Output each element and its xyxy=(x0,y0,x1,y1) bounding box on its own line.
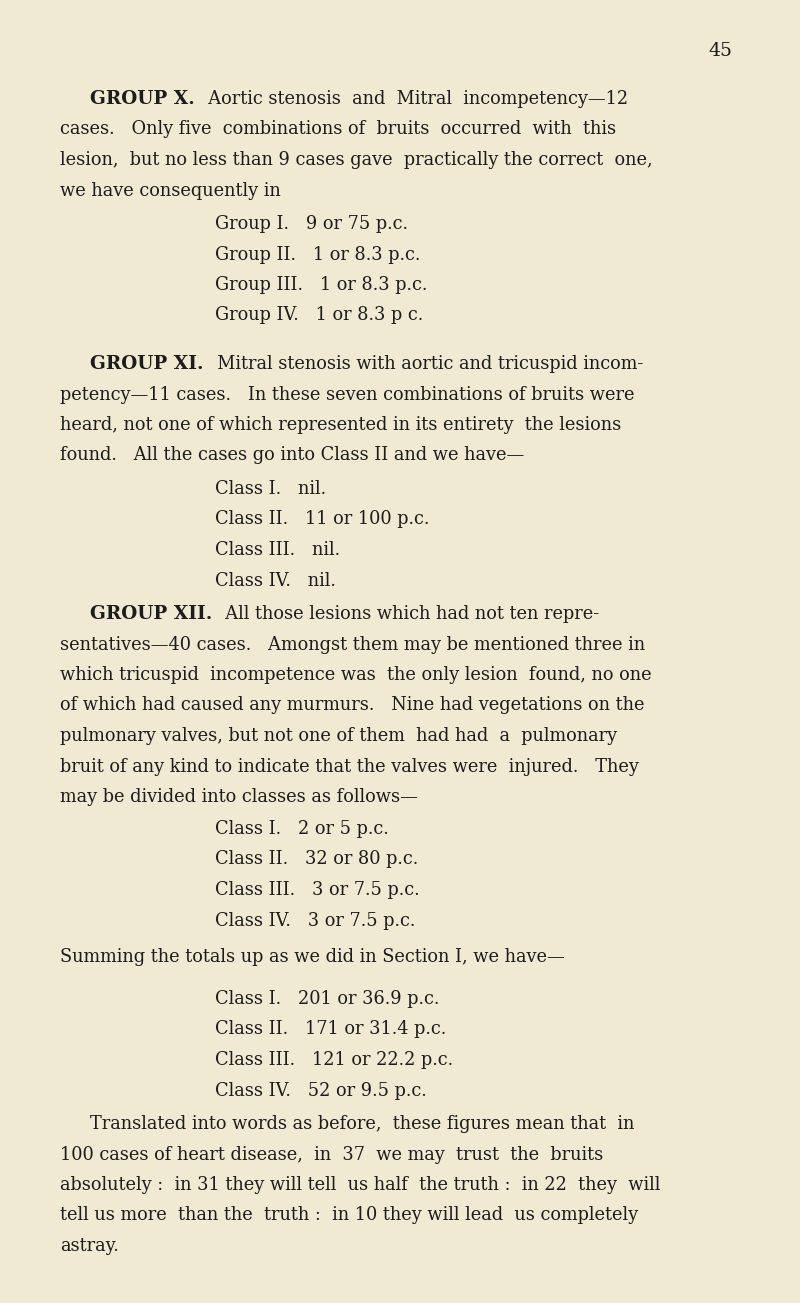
Text: lesion,  but no less than 9 cases gave  practically the correct  one,: lesion, but no less than 9 cases gave pr… xyxy=(60,151,653,169)
Text: we have consequently in: we have consequently in xyxy=(60,181,281,199)
Text: Group III.   1 or 8.3 p.c.: Group III. 1 or 8.3 p.c. xyxy=(215,276,427,294)
Text: Group I.   9 or 75 p.c.: Group I. 9 or 75 p.c. xyxy=(215,215,408,233)
Text: Class II.   171 or 31.4 p.c.: Class II. 171 or 31.4 p.c. xyxy=(215,1020,446,1038)
Text: Class II.   11 or 100 p.c.: Class II. 11 or 100 p.c. xyxy=(215,511,430,529)
Text: of which had caused any murmurs.   Nine had vegetations on the: of which had caused any murmurs. Nine ha… xyxy=(60,697,645,714)
Text: Class I.   201 or 36.9 p.c.: Class I. 201 or 36.9 p.c. xyxy=(215,990,439,1009)
Text: Class IV.   52 or 9.5 p.c.: Class IV. 52 or 9.5 p.c. xyxy=(215,1081,426,1100)
Text: Group IV.   1 or 8.3 p c.: Group IV. 1 or 8.3 p c. xyxy=(215,306,423,324)
Text: may be divided into classes as follows—: may be divided into classes as follows— xyxy=(60,788,418,807)
Text: Aortic stenosis  and  Mitral  incompetency—12: Aortic stenosis and Mitral incompetency—… xyxy=(197,90,628,108)
Text: Class III.   3 or 7.5 p.c.: Class III. 3 or 7.5 p.c. xyxy=(215,881,420,899)
Text: Translated into words as before,  these figures mean that  in: Translated into words as before, these f… xyxy=(90,1115,634,1134)
Text: astray.: astray. xyxy=(60,1237,118,1255)
Text: Class II.   32 or 80 p.c.: Class II. 32 or 80 p.c. xyxy=(215,851,418,869)
Text: absolutely :  in 31 they will tell  us half  the truth :  in 22  they  will: absolutely : in 31 they will tell us hal… xyxy=(60,1177,660,1194)
Text: heard, not one of which represented in its entirety  the lesions: heard, not one of which represented in i… xyxy=(60,416,622,434)
Text: found.   All the cases go into Class II and we have—: found. All the cases go into Class II an… xyxy=(60,447,524,464)
Text: GROUP XI.: GROUP XI. xyxy=(90,354,203,373)
Text: 45: 45 xyxy=(708,42,732,60)
Text: Summing the totals up as we did in Section I, we have—: Summing the totals up as we did in Secti… xyxy=(60,949,565,966)
Text: All those lesions which had not ten repre-: All those lesions which had not ten repr… xyxy=(214,605,599,623)
Text: petency—11 cases.   In these seven combinations of bruits were: petency—11 cases. In these seven combina… xyxy=(60,386,634,404)
Text: pulmonary valves, but not one of them  had had  a  pulmonary: pulmonary valves, but not one of them ha… xyxy=(60,727,617,745)
Text: sentatives—40 cases.   Amongst them may be mentioned three in: sentatives—40 cases. Amongst them may be… xyxy=(60,636,645,654)
Text: tell us more  than the  truth :  in 10 they will lead  us completely: tell us more than the truth : in 10 they… xyxy=(60,1207,638,1225)
Text: Class III.   121 or 22.2 p.c.: Class III. 121 or 22.2 p.c. xyxy=(215,1052,453,1068)
Text: GROUP XII.: GROUP XII. xyxy=(90,605,212,623)
Text: Group II.   1 or 8.3 p.c.: Group II. 1 or 8.3 p.c. xyxy=(215,245,420,263)
Text: 100 cases of heart disease,  in  37  we may  trust  the  bruits: 100 cases of heart disease, in 37 we may… xyxy=(60,1145,603,1164)
Text: which tricuspid  incompetence was  the only lesion  found, no one: which tricuspid incompetence was the onl… xyxy=(60,666,652,684)
Text: Class IV.   nil.: Class IV. nil. xyxy=(215,572,336,589)
Text: cases.   Only five  combinations of  bruits  occurred  with  this: cases. Only five combinations of bruits … xyxy=(60,120,616,138)
Text: GROUP X.: GROUP X. xyxy=(90,90,194,108)
Text: Class IV.   3 or 7.5 p.c.: Class IV. 3 or 7.5 p.c. xyxy=(215,912,415,929)
Text: Class I.   nil.: Class I. nil. xyxy=(215,480,326,498)
Text: Class I.   2 or 5 p.c.: Class I. 2 or 5 p.c. xyxy=(215,820,389,838)
Text: Mitral stenosis with aortic and tricuspid incom-: Mitral stenosis with aortic and tricuspi… xyxy=(206,354,643,373)
Text: Class III.   nil.: Class III. nil. xyxy=(215,541,340,559)
Text: bruit of any kind to indicate that the valves were  injured.   They: bruit of any kind to indicate that the v… xyxy=(60,757,639,775)
